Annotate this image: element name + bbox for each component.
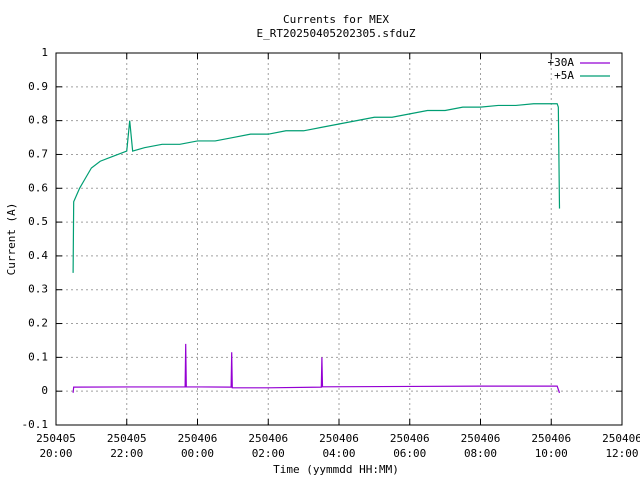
y-tick-label: 0.1 <box>28 350 48 363</box>
tick-label-line: 250406 <box>602 432 640 445</box>
tick-label-line: 250406 <box>248 432 288 445</box>
y-tick-label: 0.8 <box>28 114 48 127</box>
tick-label-line: 250406 <box>461 432 501 445</box>
y-tick-label: 0.3 <box>28 283 48 296</box>
tick-label-line: 00:00 <box>181 447 214 460</box>
chart-title: Currents for MEX <box>283 13 389 26</box>
legend-label: +5A <box>554 69 574 82</box>
y-tick-label: 0 <box>41 384 48 397</box>
x-tick-label: 250405 20:00 <box>36 432 76 460</box>
y-tick-label: 0.9 <box>28 80 48 93</box>
tick-label-line: 04:00 <box>322 447 355 460</box>
series-line <box>72 343 561 394</box>
y-tick-label: 0.7 <box>28 147 48 160</box>
y-tick-label: 0.6 <box>28 181 48 194</box>
tick-label-line: 02:00 <box>252 447 285 460</box>
tick-label-line: 250405 <box>36 432 76 445</box>
tick-label-line: 250406 <box>178 432 218 445</box>
y-tick-label: 0.5 <box>28 215 48 228</box>
x-tick-label: 250406 02:00 <box>248 432 288 460</box>
tick-label-line: 06:00 <box>393 447 426 460</box>
y-tick-label: 0.2 <box>28 317 48 330</box>
plot-frame <box>55 52 623 426</box>
y-tick-label: 0.4 <box>28 249 48 262</box>
tick-label-line: 250405 <box>107 432 147 445</box>
tick-label-line: 250406 <box>319 432 359 445</box>
x-tick-label: 250406 10:00 <box>531 432 571 460</box>
x-tick-label: 250406 04:00 <box>319 432 359 460</box>
tick-label-line: 250406 <box>390 432 430 445</box>
y-tick-label: -0.1 <box>22 418 49 431</box>
y-tick-label: 1 <box>41 46 48 59</box>
series-line <box>72 103 561 273</box>
tick-label-line: 10:00 <box>535 447 568 460</box>
y-axis-title: Current (A) <box>5 203 18 276</box>
x-tick-label: 250406 12:00 <box>602 432 640 460</box>
x-tick-label: 250406 00:00 <box>178 432 218 460</box>
tick-label-line: 08:00 <box>464 447 497 460</box>
chart-subtitle: E_RT20250405202305.sfduZ <box>257 27 416 40</box>
x-tick-label: 250405 22:00 <box>107 432 147 460</box>
x-tick-label: 250406 08:00 <box>461 432 501 460</box>
x-tick-label: 250406 06:00 <box>390 432 430 460</box>
tick-label-line: 20:00 <box>39 447 72 460</box>
tick-label-line: 250406 <box>531 432 571 445</box>
tick-label-line: 12:00 <box>605 447 638 460</box>
x-axis-title: Time (yymmdd HH:MM) <box>273 463 399 476</box>
tick-label-line: 22:00 <box>110 447 143 460</box>
legend-label: +30A <box>548 56 575 69</box>
